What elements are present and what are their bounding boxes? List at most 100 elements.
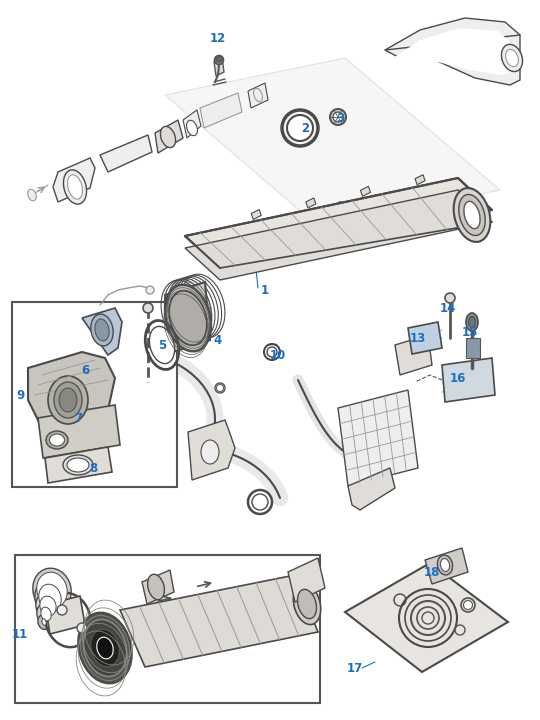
Polygon shape bbox=[395, 335, 432, 375]
Polygon shape bbox=[165, 58, 500, 228]
Bar bbox=[15, 555, 320, 703]
Polygon shape bbox=[345, 563, 508, 672]
Polygon shape bbox=[45, 596, 85, 634]
Text: 7: 7 bbox=[74, 412, 82, 425]
Ellipse shape bbox=[215, 383, 225, 393]
Polygon shape bbox=[165, 282, 210, 353]
Ellipse shape bbox=[78, 613, 132, 683]
Text: 16: 16 bbox=[450, 372, 466, 384]
Polygon shape bbox=[42, 420, 72, 456]
Polygon shape bbox=[53, 158, 95, 202]
Ellipse shape bbox=[54, 382, 82, 418]
Polygon shape bbox=[248, 83, 268, 108]
Ellipse shape bbox=[333, 112, 343, 122]
Polygon shape bbox=[155, 120, 183, 153]
Polygon shape bbox=[183, 110, 201, 138]
Ellipse shape bbox=[37, 603, 55, 625]
Ellipse shape bbox=[91, 314, 113, 346]
Ellipse shape bbox=[214, 55, 224, 65]
Text: 15: 15 bbox=[462, 325, 478, 338]
Ellipse shape bbox=[48, 376, 88, 424]
Text: 13: 13 bbox=[410, 331, 426, 344]
Text: 11: 11 bbox=[12, 629, 28, 642]
Ellipse shape bbox=[42, 618, 46, 626]
Ellipse shape bbox=[330, 109, 346, 125]
Polygon shape bbox=[338, 390, 418, 486]
Ellipse shape bbox=[41, 607, 51, 621]
Ellipse shape bbox=[28, 189, 36, 201]
Polygon shape bbox=[38, 405, 120, 458]
Text: 5: 5 bbox=[158, 338, 166, 351]
Ellipse shape bbox=[63, 170, 86, 204]
Ellipse shape bbox=[461, 598, 475, 612]
Text: 2: 2 bbox=[301, 122, 309, 135]
Ellipse shape bbox=[454, 188, 490, 242]
Text: 1: 1 bbox=[261, 284, 269, 297]
Ellipse shape bbox=[252, 494, 268, 510]
Ellipse shape bbox=[33, 568, 71, 612]
Ellipse shape bbox=[147, 575, 164, 600]
Ellipse shape bbox=[441, 559, 450, 572]
Ellipse shape bbox=[37, 572, 67, 608]
Polygon shape bbox=[45, 447, 112, 483]
Polygon shape bbox=[120, 575, 318, 667]
Text: 3: 3 bbox=[336, 112, 344, 125]
Polygon shape bbox=[442, 358, 495, 402]
Ellipse shape bbox=[59, 388, 77, 412]
Polygon shape bbox=[100, 135, 152, 172]
Polygon shape bbox=[185, 190, 492, 280]
Polygon shape bbox=[425, 548, 468, 584]
Text: 12: 12 bbox=[210, 32, 226, 45]
Ellipse shape bbox=[83, 619, 126, 677]
Ellipse shape bbox=[40, 596, 56, 616]
Polygon shape bbox=[466, 338, 480, 358]
Ellipse shape bbox=[35, 580, 65, 616]
Ellipse shape bbox=[186, 120, 198, 135]
Ellipse shape bbox=[463, 600, 472, 610]
Polygon shape bbox=[188, 420, 235, 480]
Ellipse shape bbox=[217, 384, 224, 392]
Ellipse shape bbox=[298, 590, 316, 618]
Polygon shape bbox=[361, 186, 370, 197]
Ellipse shape bbox=[68, 175, 83, 199]
Polygon shape bbox=[251, 210, 261, 220]
Ellipse shape bbox=[67, 458, 89, 472]
Ellipse shape bbox=[77, 623, 87, 633]
Ellipse shape bbox=[466, 313, 478, 331]
Ellipse shape bbox=[38, 615, 50, 629]
Polygon shape bbox=[395, 28, 510, 75]
Ellipse shape bbox=[469, 317, 476, 328]
Text: 4: 4 bbox=[214, 333, 222, 346]
Ellipse shape bbox=[505, 49, 518, 67]
Text: 14: 14 bbox=[440, 302, 456, 315]
Ellipse shape bbox=[459, 194, 485, 235]
Polygon shape bbox=[348, 468, 395, 510]
Ellipse shape bbox=[46, 431, 68, 449]
Ellipse shape bbox=[464, 202, 480, 229]
Ellipse shape bbox=[146, 286, 154, 294]
Ellipse shape bbox=[169, 291, 207, 346]
Text: 8: 8 bbox=[89, 462, 97, 474]
Polygon shape bbox=[82, 308, 122, 355]
Ellipse shape bbox=[91, 629, 119, 667]
Ellipse shape bbox=[143, 303, 153, 313]
Ellipse shape bbox=[445, 293, 455, 303]
Polygon shape bbox=[142, 570, 174, 604]
Ellipse shape bbox=[150, 326, 174, 364]
Ellipse shape bbox=[160, 127, 176, 148]
Polygon shape bbox=[415, 175, 425, 185]
Ellipse shape bbox=[57, 605, 67, 615]
Polygon shape bbox=[200, 93, 242, 128]
Ellipse shape bbox=[216, 56, 222, 62]
Polygon shape bbox=[408, 322, 442, 354]
Ellipse shape bbox=[165, 284, 211, 351]
Polygon shape bbox=[214, 58, 224, 76]
Ellipse shape bbox=[36, 592, 60, 620]
Ellipse shape bbox=[293, 583, 321, 624]
Text: 10: 10 bbox=[270, 348, 286, 361]
Ellipse shape bbox=[201, 440, 219, 464]
Polygon shape bbox=[288, 558, 325, 602]
Ellipse shape bbox=[97, 637, 113, 659]
Text: 6: 6 bbox=[81, 364, 89, 377]
Ellipse shape bbox=[502, 45, 523, 71]
